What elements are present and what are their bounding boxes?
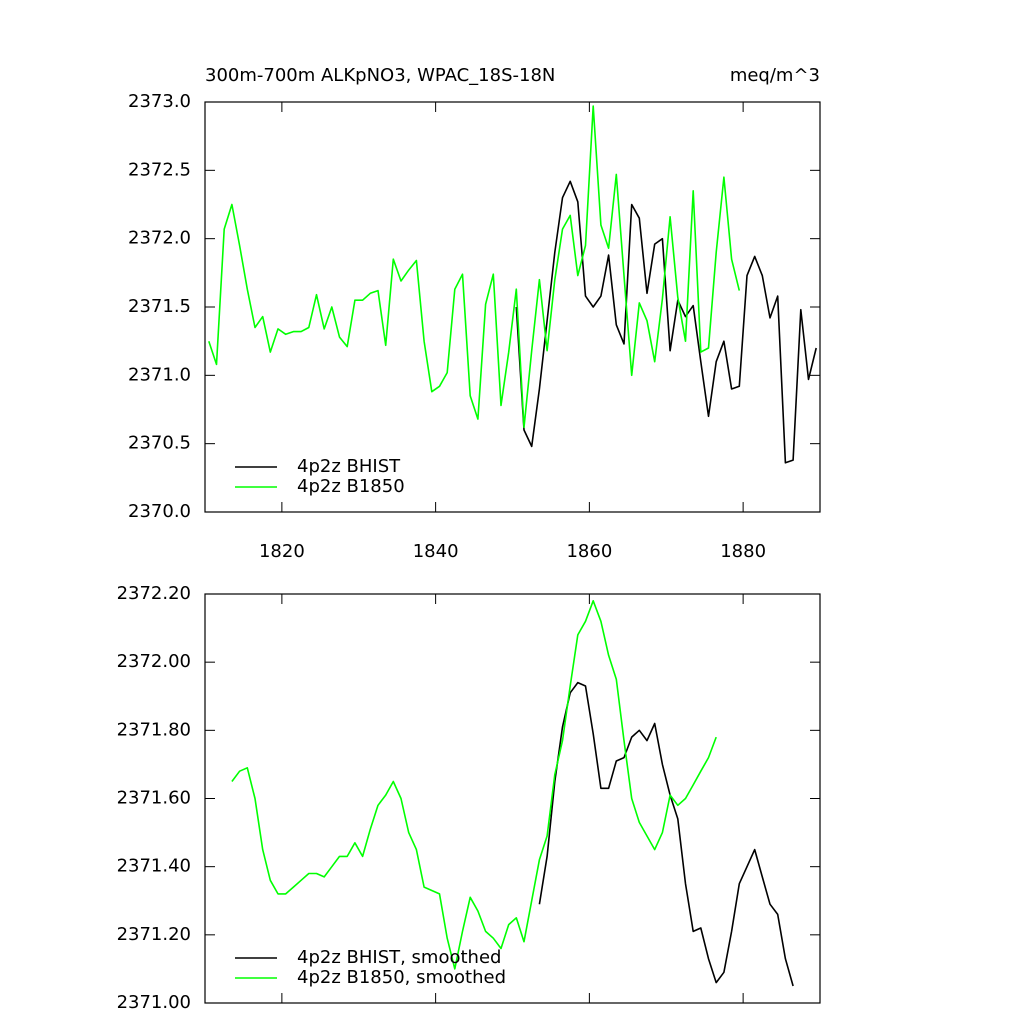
data-line [538,681,794,987]
y-tick-label: 2372.00 [117,651,191,672]
y-tick-label: 2371.20 [117,924,191,945]
y-tick-label: 2372.0 [128,228,191,249]
plot-frame [204,593,821,1004]
legend-label: 4p2z B1850 [297,476,405,497]
y-tick-label: 2372.20 [117,583,191,604]
units-label: meq/m^3 [730,65,820,86]
data-line [208,105,741,429]
y-tick-label: 2371.00 [117,992,191,1013]
y-tick-label: 2371.5 [128,296,191,317]
y-tick-label: 2371.80 [117,719,191,740]
y-tick-label: 2372.5 [128,159,191,180]
chart-title: 300m-700m ALKpNO3, WPAC_18S-18N [205,65,555,86]
y-tick-label: 2370.0 [128,501,191,522]
data-line [231,599,717,970]
legend-label: 4p2z B1850, smoothed [297,967,506,988]
y-tick-label: 2371.0 [128,364,191,385]
y-tick-label: 2371.40 [117,856,191,877]
plot-frame [204,101,821,513]
x-tick-label: 1860 [566,541,612,562]
x-tick-label: 1820 [259,541,305,562]
legend-label: 4p2z BHIST [297,456,401,477]
data-line [515,180,817,464]
x-tick-label: 1840 [413,541,459,562]
x-tick-label: 1880 [720,541,766,562]
y-tick-label: 2370.5 [128,433,191,454]
y-tick-label: 2371.60 [117,788,191,809]
legend-label: 4p2z BHIST, smoothed [297,947,501,968]
y-tick-label: 2373.0 [128,91,191,112]
